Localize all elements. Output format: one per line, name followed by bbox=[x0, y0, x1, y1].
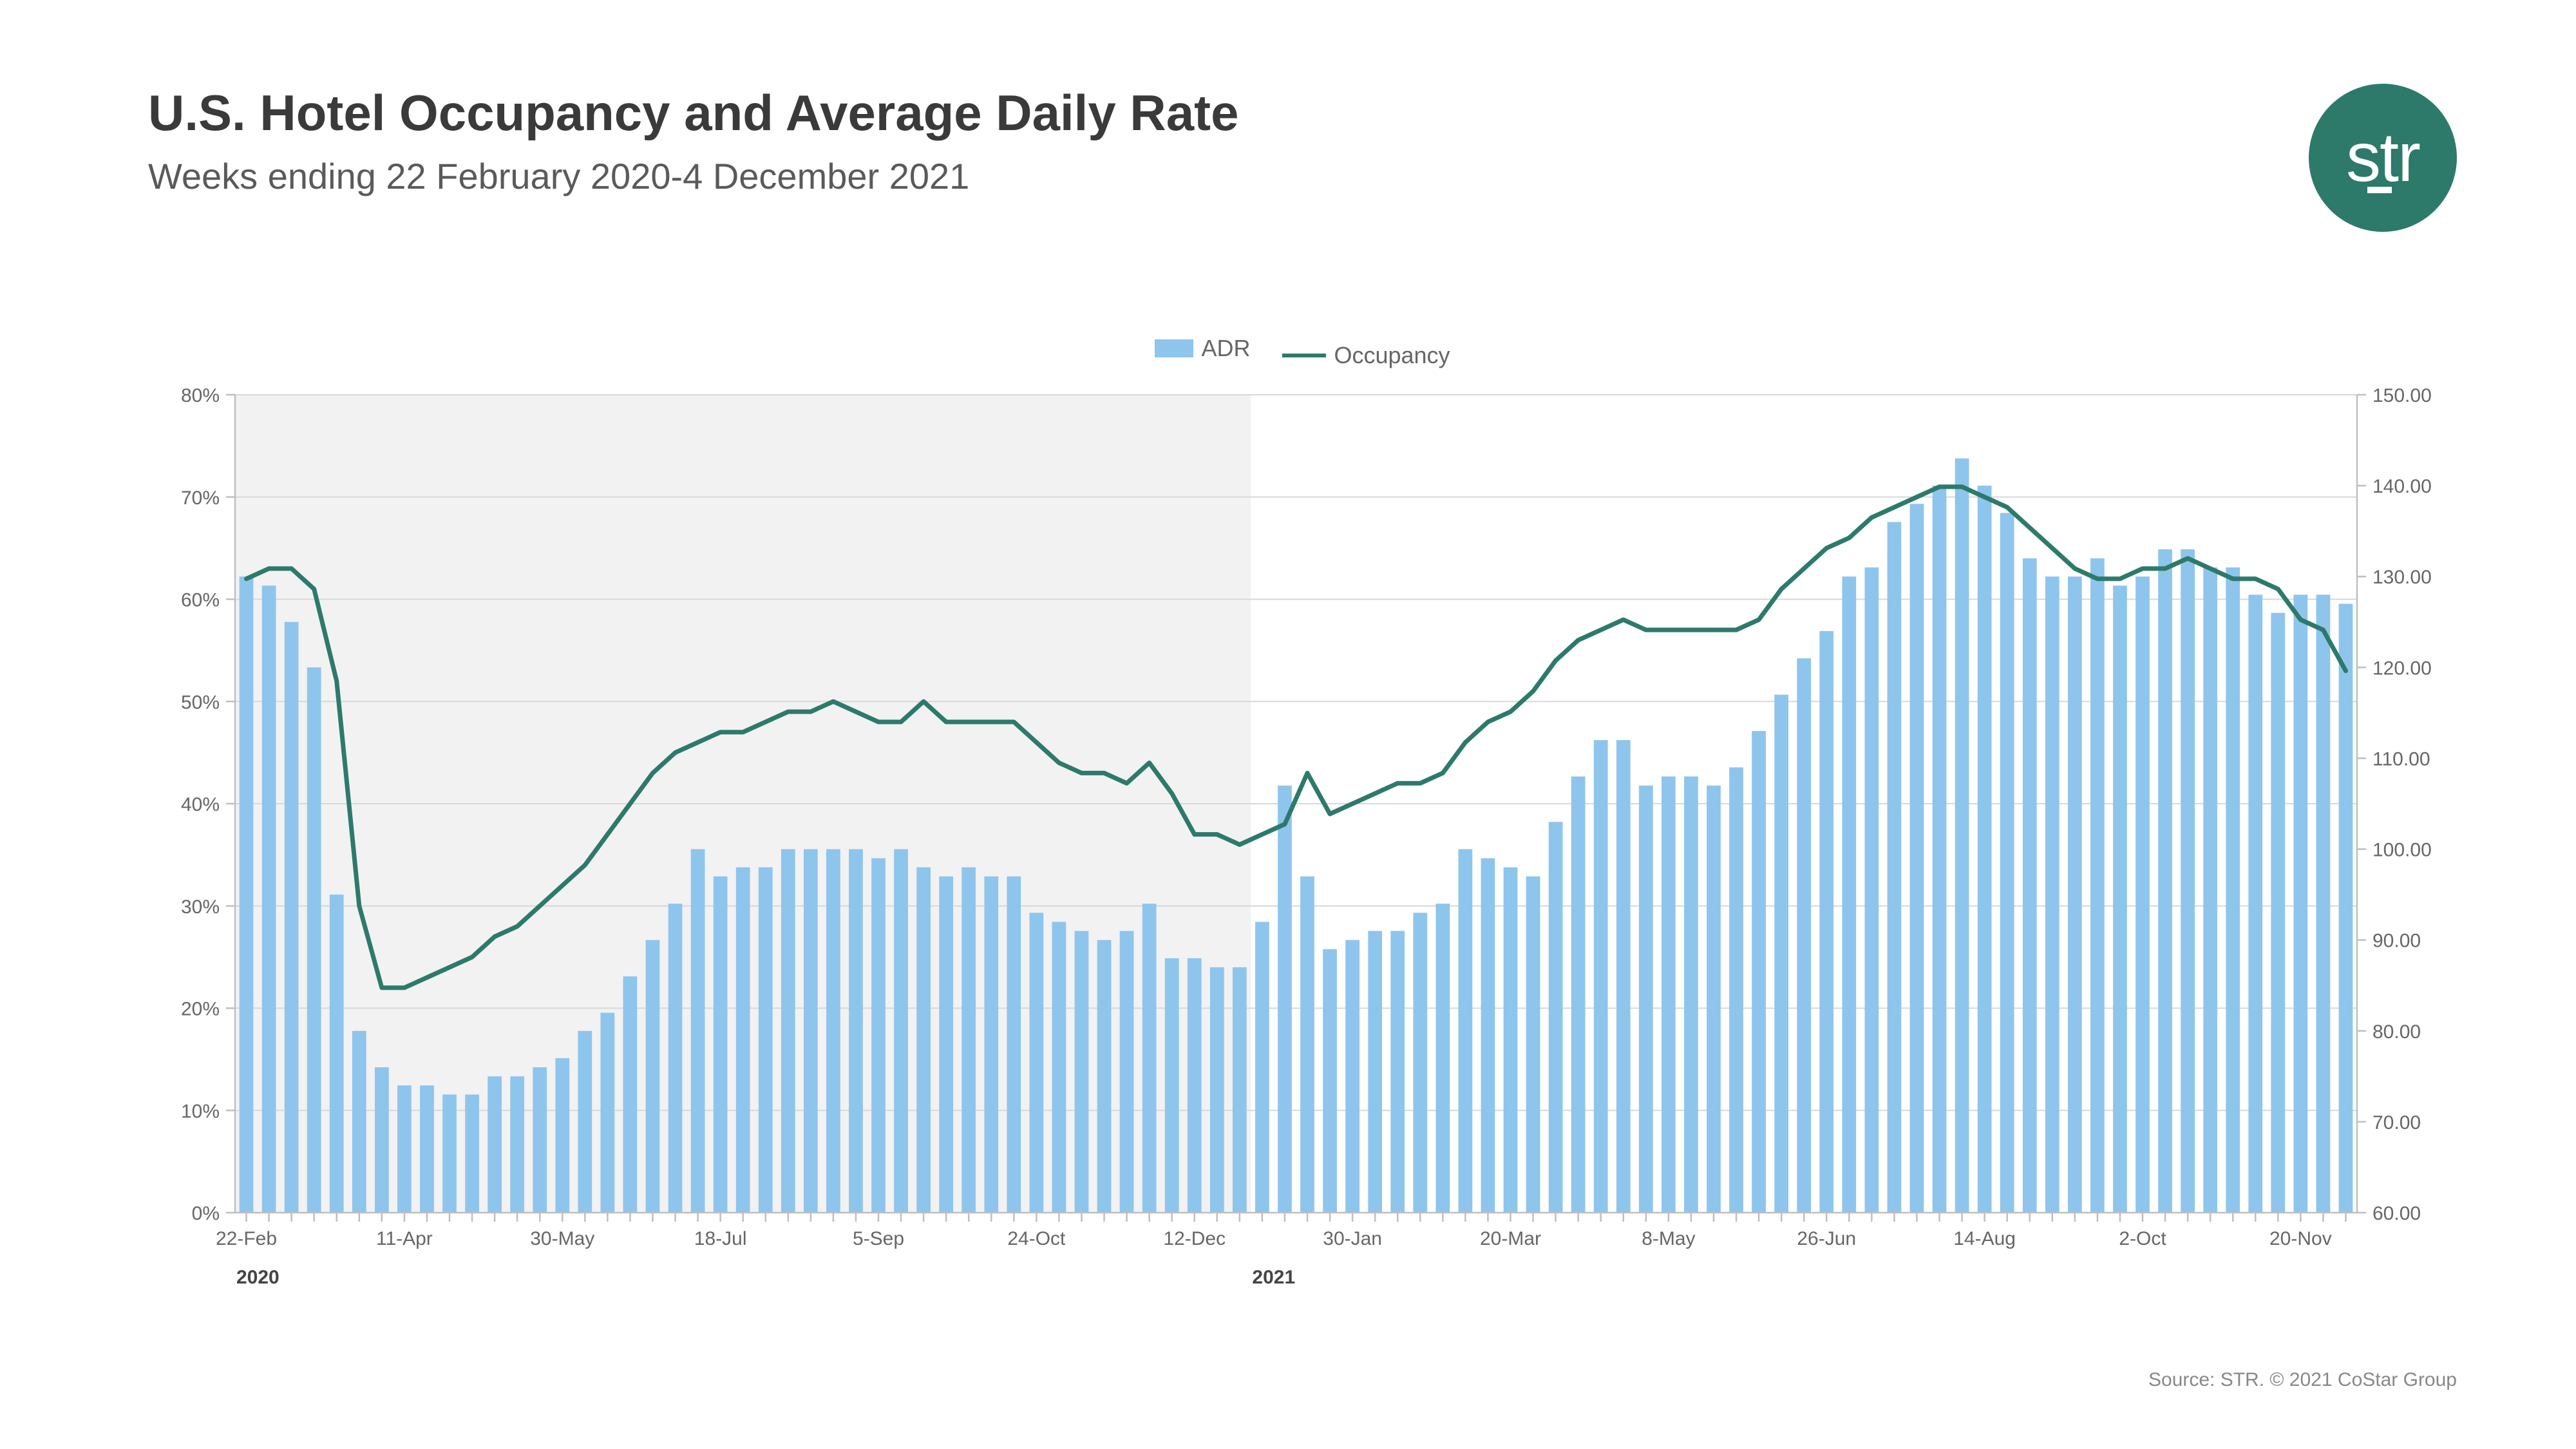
svg-text:10%: 10% bbox=[181, 1101, 220, 1122]
svg-text:40%: 40% bbox=[181, 794, 220, 815]
svg-text:80%: 80% bbox=[181, 388, 220, 406]
svg-text:2021: 2021 bbox=[1252, 1267, 1295, 1288]
svg-text:20%: 20% bbox=[181, 999, 220, 1020]
source-attribution: Source: STR. © 2021 CoStar Group bbox=[2148, 1369, 2457, 1391]
svg-text:110.00: 110.00 bbox=[2372, 748, 2430, 770]
legend-item-occupancy: Occupancy bbox=[1282, 342, 1450, 369]
svg-text:22-Feb: 22-Feb bbox=[216, 1228, 277, 1249]
logo-text: str bbox=[2346, 122, 2420, 192]
svg-text:5-Sep: 5-Sep bbox=[853, 1228, 904, 1249]
legend-item-adr: ADR bbox=[1155, 335, 1250, 362]
page-subtitle: Weeks ending 22 February 2020-4 December… bbox=[148, 155, 2428, 197]
chart-container: ADR Occupancy 0% 10% 20% 30% 40% 50% 60% 70% 80%… bbox=[148, 335, 2457, 1307]
page-title: U.S. Hotel Occupancy and Average Daily R… bbox=[148, 84, 2428, 142]
svg-text:130.00: 130.00 bbox=[2372, 567, 2432, 588]
svg-text:60.00: 60.00 bbox=[2372, 1203, 2421, 1224]
chart-plot: 0% 10% 20% 30% 40% 50% 60% 70% 80% 60.00 70.00 80.0… bbox=[148, 388, 2457, 1309]
svg-text:2-Oct: 2-Oct bbox=[2119, 1228, 2166, 1249]
svg-text:20-Mar: 20-Mar bbox=[1480, 1228, 1541, 1249]
svg-text:2020: 2020 bbox=[236, 1267, 279, 1288]
svg-text:80.00: 80.00 bbox=[2372, 1021, 2421, 1043]
svg-text:18-Jul: 18-Jul bbox=[694, 1228, 747, 1249]
svg-text:20-Nov: 20-Nov bbox=[2269, 1228, 2332, 1249]
legend-occupancy-label: Occupancy bbox=[1334, 342, 1450, 369]
svg-text:50%: 50% bbox=[181, 692, 220, 713]
svg-text:100.00: 100.00 bbox=[2372, 840, 2432, 861]
legend-adr-label: ADR bbox=[1201, 335, 1250, 362]
logo-underline bbox=[2367, 187, 2392, 193]
svg-text:150.00: 150.00 bbox=[2372, 388, 2432, 406]
adr-swatch-icon bbox=[1155, 339, 1193, 357]
chart-svg: 0% 10% 20% 30% 40% 50% 60% 70% 80% 60.00 70.00 80.0… bbox=[148, 388, 2457, 1309]
svg-text:30%: 30% bbox=[181, 896, 220, 918]
svg-text:70%: 70% bbox=[181, 488, 220, 509]
svg-text:90.00: 90.00 bbox=[2372, 931, 2421, 952]
svg-text:70.00: 70.00 bbox=[2372, 1112, 2421, 1133]
svg-text:60%: 60% bbox=[181, 590, 220, 611]
svg-text:26-Jun: 26-Jun bbox=[1797, 1228, 1856, 1249]
svg-text:140.00: 140.00 bbox=[2372, 476, 2432, 497]
svg-text:8-May: 8-May bbox=[1642, 1228, 1695, 1249]
svg-text:30-Jan: 30-Jan bbox=[1323, 1228, 1382, 1249]
occupancy-swatch-icon bbox=[1282, 354, 1326, 357]
svg-text:11-Apr: 11-Apr bbox=[376, 1228, 433, 1249]
svg-text:24-Oct: 24-Oct bbox=[1007, 1228, 1066, 1249]
chart-legend: ADR Occupancy bbox=[148, 335, 2457, 369]
svg-text:12-Dec: 12-Dec bbox=[1163, 1228, 1226, 1249]
svg-text:0%: 0% bbox=[192, 1203, 220, 1224]
svg-text:120.00: 120.00 bbox=[2372, 658, 2432, 679]
svg-text:14-Aug: 14-Aug bbox=[1953, 1228, 2016, 1249]
str-logo: str bbox=[2309, 84, 2457, 232]
svg-text:30-May: 30-May bbox=[530, 1228, 594, 1249]
